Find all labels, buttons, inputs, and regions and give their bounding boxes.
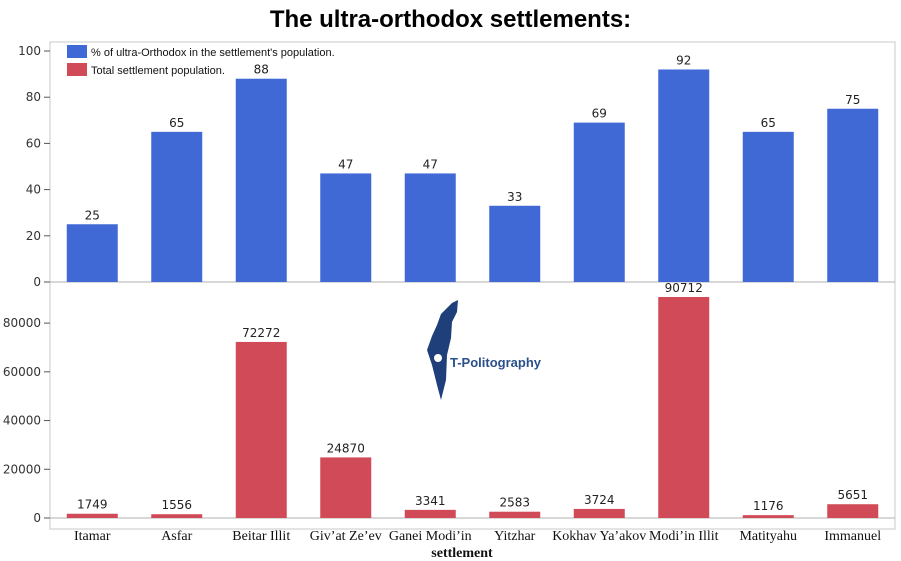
bar-pop (742, 515, 794, 518)
x-tick-label: Itamar (74, 529, 111, 544)
bar-pct (827, 108, 879, 282)
data-label-pct: 65 (169, 116, 184, 130)
x-tick-label: Ganei Modi’in (389, 529, 472, 544)
logo-text: T-Politography (450, 355, 542, 370)
bar-pop (404, 509, 456, 518)
data-label-pop: 3341 (415, 494, 446, 508)
x-tick-label: Modi’in Illit (649, 529, 719, 544)
bar-pop (66, 513, 118, 518)
data-label-pct: 65 (761, 116, 776, 130)
data-label-pop: 3724 (584, 493, 615, 507)
bar-pop (151, 514, 203, 518)
bar-pct (573, 122, 625, 282)
x-tick-label: Matityahu (739, 529, 797, 544)
y-tick-label-pop: 40000 (3, 414, 41, 428)
legend: % of ultra-Orthodox in the settlement's … (67, 45, 335, 77)
bottom-panel: 0 20000 40000 60000 80000 1749 1556 72272 24870 3… (3, 281, 895, 525)
x-axis: Itamar Asfar Beitar Illit Giv’at Ze’ev Ganei… (74, 529, 881, 561)
bar-pop (489, 511, 541, 518)
bar-pct (320, 173, 372, 282)
x-tick-label: Asfar (161, 529, 192, 544)
x-tick-label: Yitzhar (494, 529, 536, 544)
data-label-pop: 1176 (753, 499, 784, 513)
bar-pct (489, 205, 541, 282)
bar-pop (235, 341, 287, 518)
x-tick-label: Beitar Illit (232, 529, 290, 544)
x-axis-title: settlement (431, 546, 493, 561)
x-tick-label: Giv’at Ze’ev (310, 529, 382, 544)
bar-pct (404, 173, 456, 282)
x-tick-label: Immanuel (824, 529, 881, 544)
bar-pop (573, 508, 625, 518)
data-label-pop: 5651 (837, 488, 868, 502)
legend-label-pct: % of ultra-Orthodox in the settlement's … (91, 47, 335, 59)
bar-pct (658, 69, 710, 282)
y-tick-label-pct: 20 (26, 229, 41, 243)
data-label-pct: 47 (423, 157, 438, 171)
logo: T-Politography (427, 300, 542, 400)
y-tick-label-pct: 100 (18, 44, 41, 58)
page-title: The ultra-orthodox settlements: (269, 6, 632, 33)
data-label-pop: 1749 (77, 498, 108, 512)
data-label-pop: 90712 (665, 281, 703, 295)
bar-pct (66, 224, 118, 282)
y-tick-label-pop: 80000 (3, 316, 41, 330)
data-label-pct: 92 (676, 53, 691, 67)
y-tick-label-pct: 40 (26, 183, 41, 197)
x-tick-label: Kokhav Ya’akov (552, 529, 646, 544)
data-label-pct: 88 (254, 63, 269, 77)
logo-mark-icon (434, 354, 442, 362)
israel-map-icon (427, 300, 458, 400)
data-label-pct: 33 (507, 190, 522, 204)
bar-pct (151, 131, 203, 282)
data-label-pop: 24870 (327, 441, 365, 455)
y-tick-label-pop: 60000 (3, 365, 41, 379)
top-panel: 0 20 40 60 80 100 25 65 88 47 47 33 69 92 65 75 (18, 44, 895, 289)
legend-swatch-pct (67, 45, 87, 58)
y-tick-label-pct: 80 (26, 90, 41, 104)
plot-border (49, 41, 896, 530)
legend-label-pop: Total settlement population. (91, 65, 225, 77)
data-label-pct: 47 (338, 157, 353, 171)
bar-pct (235, 78, 287, 282)
legend-swatch-pop (67, 63, 87, 76)
y-tick-label-pop: 0 (33, 511, 41, 525)
y-tick-label-pct: 60 (26, 136, 41, 150)
data-label-pop: 72272 (242, 326, 280, 340)
bar-pct (742, 131, 794, 282)
y-tick-label-pop: 20000 (3, 462, 41, 476)
data-label-pop: 1556 (161, 498, 192, 512)
data-label-pct: 69 (592, 107, 607, 121)
bar-pop (658, 297, 710, 518)
data-label-pct: 75 (845, 93, 860, 107)
data-label-pct: 25 (85, 208, 100, 222)
y-tick-label-pct: 0 (33, 275, 41, 289)
bar-pop (320, 457, 372, 518)
data-label-pop: 2583 (499, 496, 530, 510)
bar-pop (827, 504, 879, 518)
